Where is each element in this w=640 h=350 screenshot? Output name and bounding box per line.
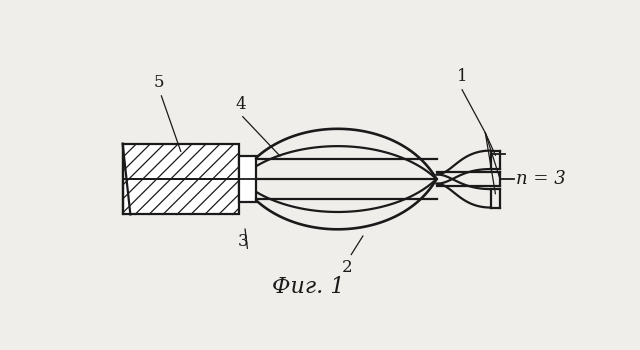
Text: 5: 5: [154, 74, 164, 91]
Text: 3: 3: [237, 233, 248, 250]
Text: 2: 2: [342, 259, 353, 276]
Text: n = 3: n = 3: [516, 170, 565, 188]
Text: 1: 1: [457, 68, 467, 85]
Text: 4: 4: [235, 96, 246, 113]
Bar: [239, 156, 256, 202]
Text: Фиг. 1: Фиг. 1: [273, 276, 345, 298]
Bar: [123, 144, 239, 215]
Bar: [123, 144, 239, 215]
